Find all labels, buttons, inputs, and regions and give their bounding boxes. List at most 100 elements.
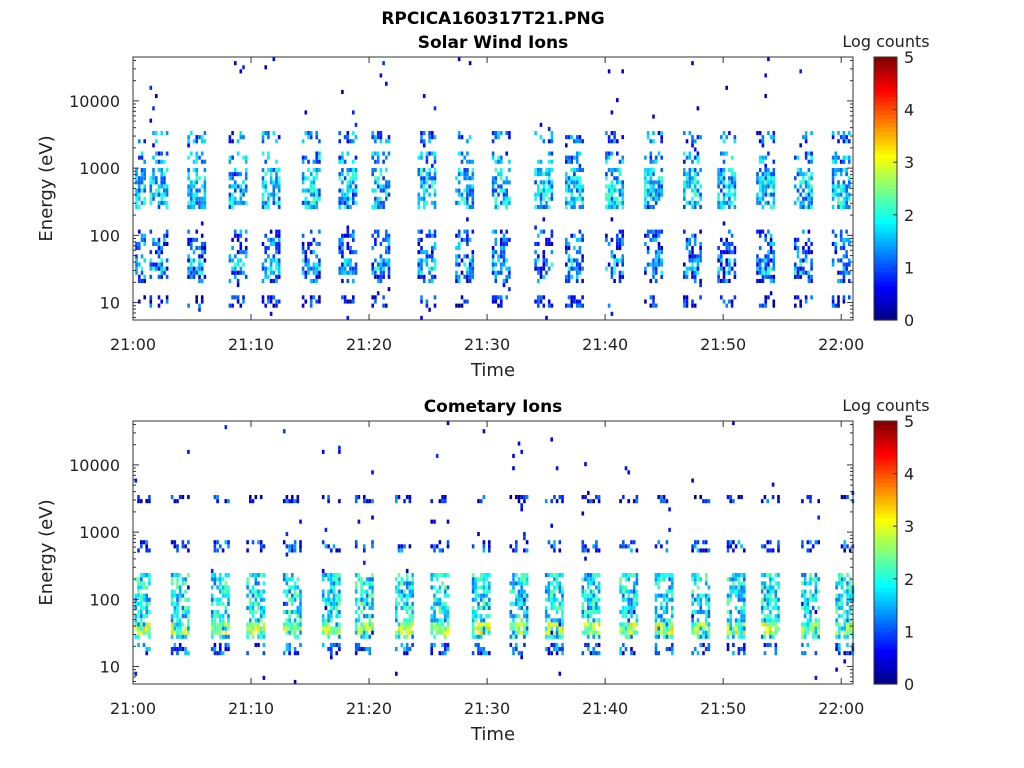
heatmap-cell bbox=[737, 626, 741, 631]
heatmap-cell bbox=[758, 176, 762, 181]
heatmap-cell bbox=[262, 597, 266, 602]
heatmap-cell bbox=[630, 597, 633, 602]
heatmap-cell bbox=[160, 270, 163, 275]
heatmap-cell bbox=[277, 135, 281, 140]
heatmap-cell bbox=[261, 262, 265, 267]
heatmap-cell bbox=[165, 131, 169, 136]
heatmap-cell bbox=[403, 605, 406, 610]
heatmap-cell bbox=[802, 229, 805, 234]
heatmap-cell bbox=[438, 651, 442, 656]
heatmap-cell bbox=[411, 614, 414, 619]
heatmap-cell bbox=[845, 196, 848, 201]
heatmap-cell bbox=[644, 200, 647, 205]
heatmap-cell bbox=[203, 250, 207, 255]
heatmap-cell bbox=[140, 155, 144, 160]
heatmap-cell bbox=[137, 495, 140, 500]
heatmap-cell bbox=[327, 577, 330, 582]
heatmap-cell bbox=[405, 573, 409, 578]
heatmap-cell bbox=[420, 295, 423, 300]
heatmap-cell bbox=[293, 651, 297, 656]
heatmap-cell bbox=[435, 618, 439, 623]
heatmap-cell bbox=[595, 601, 598, 606]
heatmap-cell bbox=[477, 614, 480, 619]
heatmap-cell bbox=[539, 266, 543, 271]
heatmap-cell bbox=[567, 266, 571, 271]
heatmap-cell bbox=[385, 303, 388, 308]
heatmap-cell bbox=[354, 585, 358, 590]
heatmap-cell bbox=[683, 229, 686, 234]
heatmap-cell bbox=[730, 299, 734, 304]
heatmap-cell bbox=[763, 605, 767, 610]
heatmap-cell bbox=[539, 168, 543, 173]
heatmap-cell bbox=[140, 626, 143, 631]
heatmap-cell bbox=[455, 270, 458, 275]
heatmap-cell bbox=[558, 601, 562, 606]
heatmap-cell bbox=[216, 577, 219, 582]
heatmap-cell bbox=[550, 303, 554, 308]
heatmap-cell bbox=[428, 278, 431, 283]
heatmap-cell bbox=[646, 180, 650, 185]
heatmap-cell bbox=[282, 601, 286, 606]
heatmap-cell bbox=[570, 204, 573, 209]
heatmap-cell bbox=[627, 618, 630, 623]
heatmap-cell bbox=[848, 258, 851, 263]
heatmap-cell bbox=[707, 605, 711, 610]
heatmap-cell bbox=[341, 246, 344, 251]
heatmap-cell bbox=[589, 601, 593, 606]
heatmap-cell bbox=[173, 642, 177, 647]
heatmap-cell bbox=[411, 630, 414, 635]
heatmap-cell bbox=[203, 188, 207, 193]
heatmap-cell bbox=[728, 180, 731, 185]
heatmap-cell bbox=[224, 425, 228, 430]
heatmap-cell bbox=[477, 642, 480, 647]
heatmap-cell bbox=[683, 180, 686, 185]
heatmap-cell bbox=[848, 593, 852, 598]
heatmap-cell bbox=[542, 250, 546, 255]
heatmap-cell bbox=[838, 651, 841, 656]
heatmap-cell bbox=[592, 597, 595, 602]
heatmap-cell bbox=[760, 605, 764, 610]
heatmap-cell bbox=[491, 250, 495, 255]
heatmap-cell bbox=[137, 589, 140, 594]
heatmap-cell bbox=[269, 180, 273, 185]
heatmap-cell bbox=[282, 499, 286, 504]
heatmap-cell bbox=[654, 605, 658, 610]
heatmap-cell bbox=[335, 626, 338, 631]
heatmap-cell bbox=[231, 155, 234, 160]
heatmap-cell bbox=[474, 614, 478, 619]
heatmap-cell bbox=[354, 499, 358, 504]
heatmap-cell bbox=[806, 495, 810, 500]
heatmap-cell bbox=[137, 610, 140, 615]
heatmap-cell bbox=[685, 295, 689, 300]
heatmap-cell bbox=[573, 299, 576, 304]
heatmap-cell bbox=[771, 622, 775, 627]
heatmap-cell bbox=[379, 131, 383, 136]
heatmap-cell bbox=[764, 180, 767, 185]
heatmap-cell bbox=[430, 626, 433, 631]
heatmap-cell bbox=[777, 585, 780, 590]
heatmap-cell bbox=[190, 204, 193, 209]
heatmap-cell bbox=[500, 229, 503, 234]
heatmap-cell bbox=[444, 630, 447, 635]
heatmap-cell bbox=[385, 188, 388, 193]
heatmap-cell bbox=[332, 544, 336, 549]
heatmap-cell bbox=[570, 303, 573, 308]
heatmap-cell bbox=[200, 159, 204, 164]
heatmap-cell bbox=[761, 188, 765, 193]
heatmap-cell bbox=[242, 188, 245, 193]
heatmap-cell bbox=[730, 180, 734, 185]
heatmap-cell bbox=[471, 192, 475, 197]
heatmap-cell bbox=[758, 139, 762, 144]
heatmap-cell bbox=[726, 618, 730, 623]
heatmap-cell bbox=[589, 589, 593, 594]
heatmap-cell bbox=[408, 495, 412, 500]
heatmap-cell bbox=[444, 614, 447, 619]
heatmap-cell bbox=[257, 540, 260, 545]
heatmap-cell bbox=[441, 499, 444, 504]
heatmap-cell bbox=[803, 597, 807, 602]
heatmap-cell bbox=[482, 618, 486, 623]
heatmap-cell bbox=[573, 176, 576, 181]
heatmap-cell bbox=[649, 303, 653, 308]
heatmap-cell bbox=[561, 605, 564, 610]
heatmap-cell bbox=[257, 589, 260, 594]
